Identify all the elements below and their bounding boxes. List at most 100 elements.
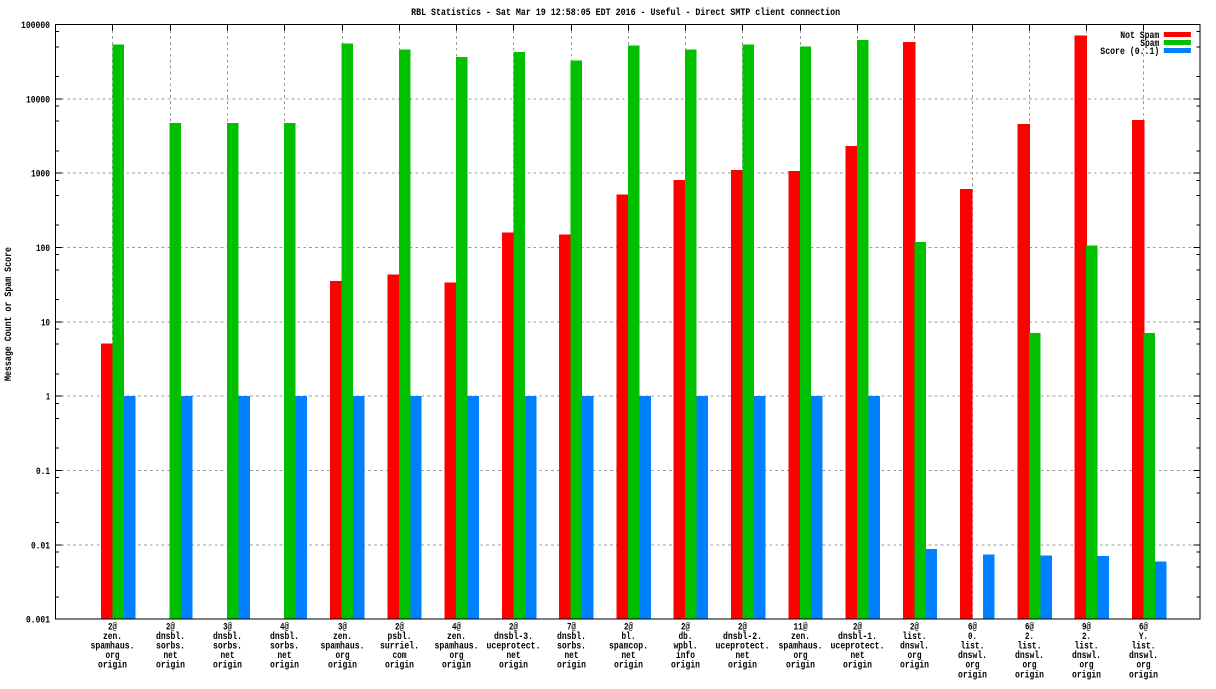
svg-text:origin: origin: [499, 660, 528, 672]
svg-text:net: net: [622, 650, 636, 662]
svg-text:Spam: Spam: [1140, 38, 1159, 50]
svg-text:sorbs.: sorbs.: [270, 641, 299, 653]
svg-text:zen.: zen.: [103, 631, 122, 643]
svg-text:3@: 3@: [338, 621, 347, 633]
svg-text:origin: origin: [385, 660, 414, 672]
svg-text:list.: list.: [961, 641, 985, 653]
svg-text:Y.: Y.: [1139, 631, 1148, 643]
svg-text:2.: 2.: [1025, 631, 1034, 643]
svg-text:3@: 3@: [223, 621, 232, 633]
svg-text:2@: 2@: [624, 621, 633, 633]
svg-text:100: 100: [36, 243, 50, 255]
svg-text:2@: 2@: [910, 621, 919, 633]
svg-text:spamhaus.: spamhaus.: [321, 641, 365, 653]
svg-text:2@: 2@: [108, 621, 117, 633]
svg-text:100000: 100000: [21, 20, 50, 32]
svg-text:6@: 6@: [1025, 621, 1034, 633]
svg-text:spamhaus.: spamhaus.: [91, 641, 135, 653]
svg-text:0.: 0.: [968, 631, 977, 643]
svg-text:2@: 2@: [681, 621, 690, 633]
svg-text:10000: 10000: [26, 94, 50, 106]
svg-text:zen.: zen.: [791, 631, 810, 643]
svg-text:list.: list.: [1075, 641, 1099, 653]
svg-text:6@: 6@: [968, 621, 977, 633]
svg-text:dnsbl.: dnsbl.: [213, 631, 242, 643]
svg-text:origin: origin: [213, 660, 242, 672]
svg-text:list.: list.: [903, 631, 927, 643]
svg-text:7@: 7@: [567, 621, 576, 633]
svg-text:origin: origin: [786, 660, 815, 672]
svg-text:org: org: [450, 650, 464, 662]
svg-text:zen.: zen.: [333, 631, 352, 643]
svg-text:dnsbl-2.: dnsbl-2.: [723, 631, 762, 643]
svg-text:origin: origin: [728, 660, 757, 672]
svg-text:origin: origin: [843, 660, 872, 672]
svg-text:origin: origin: [557, 660, 586, 672]
svg-text:2@: 2@: [166, 621, 175, 633]
svg-text:dnsbl.: dnsbl.: [270, 631, 299, 643]
svg-text:wpbl.: wpbl.: [674, 641, 698, 653]
svg-text:org: org: [1023, 660, 1037, 672]
svg-text:bl.: bl.: [622, 631, 636, 643]
svg-text:origin: origin: [156, 660, 185, 672]
svg-text:origin: origin: [614, 660, 643, 672]
svg-text:dnswl.: dnswl.: [1072, 650, 1101, 662]
svg-text:org: org: [794, 650, 808, 662]
svg-text:sorbs.: sorbs.: [213, 641, 242, 653]
svg-text:org: org: [336, 650, 350, 662]
svg-text:zen.: zen.: [447, 631, 466, 643]
svg-text:info: info: [676, 650, 695, 662]
svg-text:net: net: [565, 650, 579, 662]
svg-text:psbl.: psbl.: [388, 631, 412, 643]
svg-text:net: net: [164, 650, 178, 662]
svg-text:origin: origin: [1015, 669, 1044, 681]
svg-text:spamhaus.: spamhaus.: [435, 641, 479, 653]
svg-text:dnsbl-1.: dnsbl-1.: [838, 631, 877, 643]
svg-text:org: org: [908, 650, 922, 662]
svg-text:uceprotect.: uceprotect.: [831, 641, 885, 653]
svg-text:net: net: [221, 650, 235, 662]
svg-text:net: net: [507, 650, 521, 662]
svg-text:0.1: 0.1: [36, 466, 50, 478]
svg-text:origin: origin: [328, 660, 357, 672]
svg-text:spamhaus.: spamhaus.: [779, 641, 823, 653]
svg-text:origin: origin: [1072, 669, 1101, 681]
svg-text:com: com: [393, 650, 407, 662]
svg-text:2@: 2@: [738, 621, 747, 633]
svg-text:origin: origin: [98, 660, 127, 672]
svg-text:net: net: [736, 650, 750, 662]
svg-text:uceprotect.: uceprotect.: [716, 641, 770, 653]
svg-text:spamcop.: spamcop.: [609, 641, 648, 653]
svg-text:org: org: [966, 660, 980, 672]
svg-text:sorbs.: sorbs.: [156, 641, 185, 653]
svg-text:org: org: [1080, 660, 1094, 672]
svg-text:dnsbl.: dnsbl.: [156, 631, 185, 643]
svg-text:surriel.: surriel.: [380, 641, 419, 653]
svg-text:2.: 2.: [1082, 631, 1091, 643]
svg-text:10: 10: [41, 317, 50, 329]
svg-text:1: 1: [46, 392, 50, 404]
svg-text:net: net: [278, 650, 292, 662]
svg-text:db.: db.: [679, 631, 693, 643]
svg-text:origin: origin: [442, 660, 471, 672]
svg-text:4@: 4@: [280, 621, 289, 633]
svg-text:origin: origin: [1129, 669, 1158, 681]
svg-text:2@: 2@: [853, 621, 862, 633]
svg-text:uceprotect.: uceprotect.: [487, 641, 541, 653]
svg-text:dnswl.: dnswl.: [958, 650, 987, 662]
svg-text:Not Spam: Not Spam: [1120, 30, 1159, 42]
svg-text:origin: origin: [671, 660, 700, 672]
svg-text:0.01: 0.01: [31, 540, 50, 552]
svg-text:RBL Statistics - Sat Mar 19 12: RBL Statistics - Sat Mar 19 12:58:05 EDT…: [411, 7, 840, 19]
svg-text:sorbs.: sorbs.: [557, 641, 586, 653]
svg-text:org: org: [106, 650, 120, 662]
svg-text:list.: list.: [1132, 641, 1156, 653]
svg-text:dnsbl-3.: dnsbl-3.: [494, 631, 533, 643]
svg-text:org: org: [1137, 660, 1151, 672]
svg-text:dnswl.: dnswl.: [1015, 650, 1044, 662]
svg-text:0.001: 0.001: [26, 615, 50, 627]
svg-text:2@: 2@: [395, 621, 404, 633]
svg-text:dnswl.: dnswl.: [1129, 650, 1158, 662]
svg-text:11@: 11@: [794, 621, 809, 633]
svg-text:dnsbl.: dnsbl.: [557, 631, 586, 643]
